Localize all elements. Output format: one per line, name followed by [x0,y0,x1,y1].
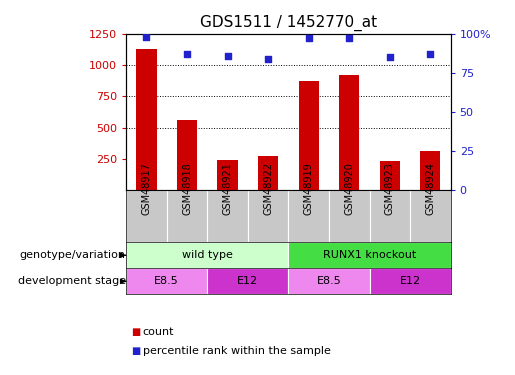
Bar [369,268,451,294]
Point [345,36,353,42]
Bar [288,190,329,242]
Text: GSM48921: GSM48921 [222,162,233,215]
Title: GDS1511 / 1452770_at: GDS1511 / 1452770_at [200,15,377,31]
Text: wild type: wild type [182,250,233,260]
Text: GSM48923: GSM48923 [385,162,395,215]
Bar [420,151,440,190]
Text: E8.5: E8.5 [154,276,179,286]
Text: development stage: development stage [18,276,126,286]
Point [426,51,435,57]
Text: GSM48922: GSM48922 [263,162,273,215]
Text: count: count [143,327,174,337]
Text: E12: E12 [400,276,421,286]
Text: E12: E12 [237,276,259,286]
Text: percentile rank within the sample: percentile rank within the sample [143,346,331,355]
Text: GSM48918: GSM48918 [182,162,192,215]
Bar [248,190,288,242]
Bar [410,190,451,242]
Point [183,51,191,57]
Bar [126,268,207,294]
Point [386,54,394,60]
Bar [177,120,197,190]
Text: ■: ■ [131,327,141,337]
Bar [167,190,207,242]
Bar [207,190,248,242]
Text: GSM48920: GSM48920 [344,162,354,215]
Text: RUNX1 knockout: RUNX1 knockout [323,250,416,260]
Bar [258,156,278,190]
Bar [299,81,319,190]
Point [264,56,272,62]
Bar [136,49,157,190]
Text: GSM48919: GSM48919 [304,162,314,215]
Bar [329,190,369,242]
Text: GSM48924: GSM48924 [425,162,435,215]
Bar [217,160,238,190]
Text: E8.5: E8.5 [317,276,341,286]
Text: ■: ■ [131,346,141,355]
Bar [126,242,288,268]
Point [142,34,150,40]
Bar [207,268,288,294]
Point [224,53,232,58]
Point [304,36,313,42]
Text: GSM48917: GSM48917 [142,162,151,215]
Bar [339,75,359,190]
Bar [380,161,400,190]
Bar [288,242,451,268]
Bar [126,190,167,242]
Bar [369,190,410,242]
Bar [288,268,369,294]
Text: genotype/variation: genotype/variation [20,250,126,260]
